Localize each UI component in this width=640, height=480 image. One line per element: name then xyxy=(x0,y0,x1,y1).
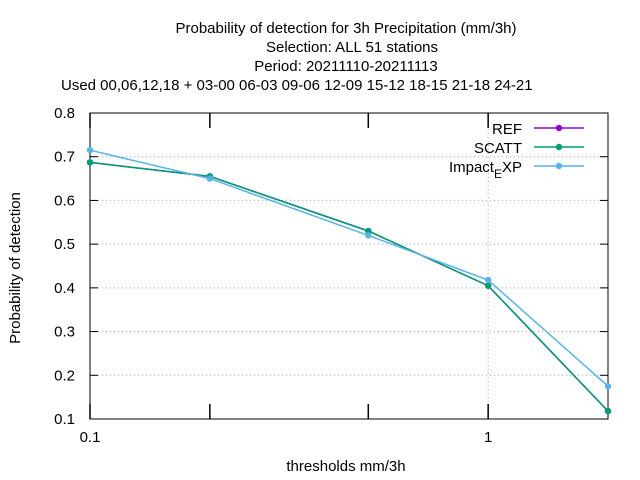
y-tick-label: 0.4 xyxy=(54,280,75,297)
y-tick-label: 0.6 xyxy=(54,192,75,209)
tick-labels: 0.1 0.2 0.3 0.4 0.5 0.6 0.7 0.8 0.1 1 xyxy=(54,105,492,446)
y-tick-label: 0.7 xyxy=(54,149,75,166)
data-point-scatt xyxy=(365,227,372,235)
chart-subtitle-selection: Selection: ALL 51 stations xyxy=(266,39,438,56)
series-scatt xyxy=(86,159,612,415)
legend-label-impact-sub: E xyxy=(494,167,502,181)
series-line-scatt xyxy=(89,161,609,412)
y-tick-label: 0.3 xyxy=(54,324,75,341)
data-point-scatt xyxy=(86,159,94,166)
series-impact-exp xyxy=(86,146,612,390)
y-tick-label: 0.5 xyxy=(54,236,75,253)
y-tick-label: 0.2 xyxy=(54,367,75,384)
x-tick-label: 1 xyxy=(484,429,492,446)
x-axis-label: thresholds mm/3h xyxy=(286,458,405,475)
axis-ticks xyxy=(89,112,608,420)
y-tick-label: 0.1 xyxy=(54,411,75,428)
chart-title-line: Probability of detection for 3h Precipit… xyxy=(176,20,517,37)
legend-marker-ref xyxy=(555,124,563,132)
series-ref xyxy=(86,159,612,415)
data-point-impact-exp xyxy=(604,383,612,390)
chart-subtitle-used: Used 00,06,12,18 + 03-00 06-03 09-06 12-… xyxy=(61,77,533,94)
legend-label-impact-main: Impact xyxy=(449,159,495,176)
legend-label-impact-exp: ImpactEXP xyxy=(449,159,522,181)
data-point-scatt xyxy=(604,407,612,415)
grid-lines xyxy=(90,113,608,419)
y-axis-label: Probability of detection xyxy=(7,192,24,344)
data-point-impact-exp xyxy=(206,175,214,182)
legend-label-ref: REF xyxy=(492,121,522,138)
data-point-scatt xyxy=(484,282,492,289)
legend-label-scatt: SCATT xyxy=(474,140,522,157)
y-tick-label: 0.8 xyxy=(54,105,75,122)
legend-marker-impact-exp xyxy=(555,162,563,170)
data-point-impact-exp xyxy=(484,276,492,284)
plot-frame xyxy=(89,112,609,420)
chart-title: Probability of detection for 3h Precipit… xyxy=(61,20,533,94)
data-point-impact-exp xyxy=(365,232,372,239)
chart-subtitle-period: Period: 20211110-20211113 xyxy=(254,58,438,75)
x-tick-label: 0.1 xyxy=(80,429,101,446)
series-layer xyxy=(86,146,612,415)
legend: REF SCATT ImpactEXP xyxy=(449,121,584,181)
series-line-ref xyxy=(89,161,609,412)
data-point-impact-exp xyxy=(86,146,94,154)
legend-marker-scatt xyxy=(555,143,563,151)
legend-label-impact-tail: XP xyxy=(502,159,522,176)
series-line-impact-exp xyxy=(89,149,609,387)
